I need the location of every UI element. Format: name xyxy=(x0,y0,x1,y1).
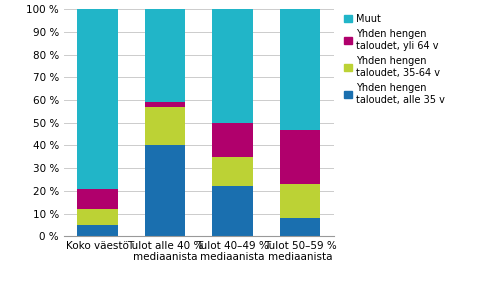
Bar xyxy=(280,130,321,184)
Bar xyxy=(145,107,186,145)
Bar xyxy=(212,123,253,157)
Bar xyxy=(280,9,321,130)
Bar xyxy=(145,145,186,236)
Bar xyxy=(212,9,253,123)
Bar xyxy=(145,9,186,102)
Bar xyxy=(145,102,186,107)
Bar xyxy=(78,188,118,209)
Bar xyxy=(212,186,253,236)
Bar xyxy=(78,209,118,225)
Bar xyxy=(78,9,118,188)
Bar xyxy=(78,225,118,236)
Bar xyxy=(280,218,321,236)
Bar xyxy=(212,157,253,186)
Bar xyxy=(280,184,321,218)
Legend: Muut, Yhden hengen
taloudet, yli 64 v, Yhden hengen
taloudet, 35-64 v, Yhden hen: Muut, Yhden hengen taloudet, yli 64 v, Y… xyxy=(344,14,445,105)
